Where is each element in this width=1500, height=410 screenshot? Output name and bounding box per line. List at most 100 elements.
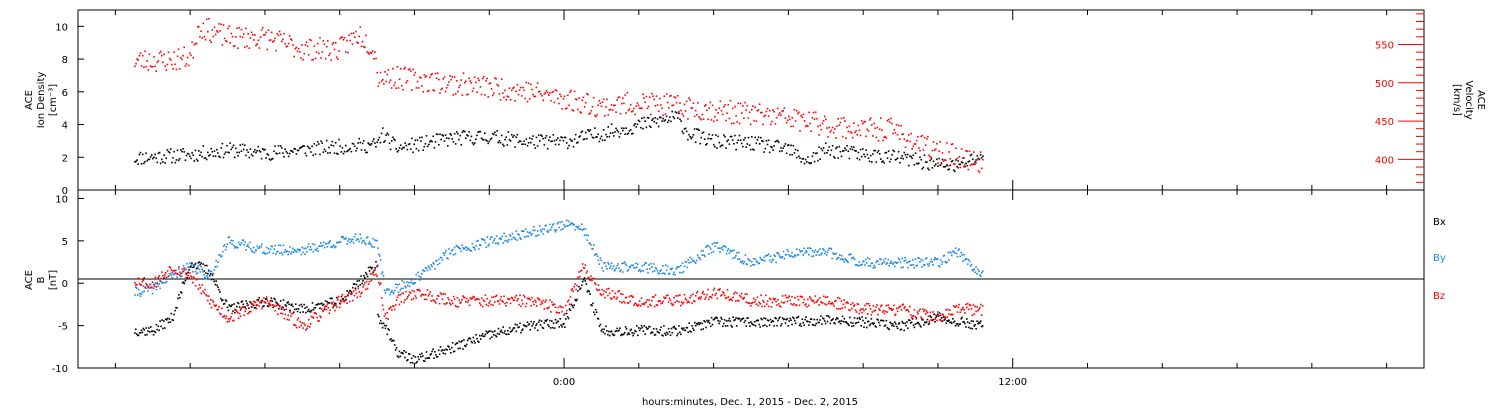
data-point	[294, 250, 297, 252]
data-point	[798, 111, 800, 114]
data-point	[342, 235, 345, 238]
data-point	[854, 322, 857, 325]
data-point	[766, 303, 768, 305]
data-point	[779, 112, 781, 114]
data-point	[173, 150, 175, 153]
data-point	[927, 135, 929, 138]
data-point	[790, 144, 792, 147]
data-point	[365, 288, 367, 291]
data-point	[169, 266, 172, 269]
data-point	[833, 322, 835, 324]
data-point	[557, 137, 559, 139]
data-point	[250, 303, 253, 305]
data-point	[664, 273, 666, 275]
data-point	[484, 94, 486, 96]
data-point	[404, 299, 406, 301]
data-point	[737, 318, 740, 320]
data-point	[708, 296, 711, 298]
data-point	[760, 136, 762, 139]
data-point	[748, 259, 750, 261]
data-point	[616, 327, 618, 330]
data-point	[228, 304, 231, 306]
data-point	[980, 303, 982, 306]
data-point	[822, 317, 824, 320]
data-point	[688, 322, 690, 324]
data-point	[921, 168, 924, 170]
data-point	[323, 308, 326, 310]
data-point	[176, 149, 179, 152]
data-point	[185, 273, 188, 276]
data-point	[825, 254, 828, 256]
data-point	[651, 92, 653, 95]
data-point	[830, 248, 833, 250]
data-point	[326, 246, 329, 248]
data-point	[646, 107, 649, 110]
data-point	[732, 296, 734, 299]
data-point	[966, 318, 968, 320]
data-point	[696, 290, 699, 293]
data-point	[680, 333, 682, 336]
data-point	[312, 251, 315, 253]
data-point	[316, 316, 318, 319]
data-point	[250, 250, 253, 252]
data-point	[776, 107, 779, 110]
data-point	[497, 141, 500, 144]
data-point	[827, 249, 830, 251]
data-point	[751, 136, 753, 138]
data-point	[952, 250, 955, 253]
data-point	[436, 263, 439, 266]
data-point	[380, 297, 383, 299]
data-point	[254, 301, 257, 304]
data-point	[940, 163, 943, 165]
data-point	[740, 261, 743, 264]
data-point	[752, 257, 755, 260]
data-point	[978, 270, 980, 273]
data-point	[915, 162, 918, 165]
data-point	[170, 312, 173, 315]
data-point	[431, 350, 433, 353]
data-point	[962, 321, 964, 323]
data-point	[626, 270, 629, 272]
data-point	[875, 161, 878, 163]
data-point	[911, 315, 914, 318]
data-point	[204, 157, 207, 159]
data-point	[174, 309, 176, 312]
data-point	[901, 257, 904, 260]
data-point	[188, 266, 190, 269]
data-point	[390, 140, 393, 142]
data-point	[275, 305, 277, 307]
data-point	[920, 258, 922, 261]
data-point	[207, 299, 209, 302]
data-point	[593, 244, 595, 246]
data-point	[316, 247, 318, 250]
data-point	[288, 152, 291, 155]
data-point	[309, 147, 311, 150]
data-point	[496, 300, 499, 303]
data-point	[955, 252, 958, 255]
data-point	[284, 313, 287, 316]
data-point	[333, 244, 335, 247]
data-point	[337, 241, 340, 244]
data-point	[356, 296, 359, 299]
data-point	[384, 71, 386, 73]
data-point	[749, 325, 751, 327]
data-point	[408, 353, 410, 355]
data-point	[294, 148, 297, 150]
data-point	[893, 304, 895, 307]
data-point	[812, 152, 815, 154]
data-point	[816, 117, 818, 120]
data-point	[837, 317, 839, 320]
data-point	[762, 140, 764, 143]
data-point	[851, 307, 853, 310]
data-point	[287, 314, 289, 317]
data-point	[845, 302, 847, 304]
data-point	[261, 307, 263, 310]
data-point	[300, 146, 302, 149]
data-point	[410, 357, 413, 360]
data-point	[179, 297, 181, 299]
data-point	[202, 22, 205, 25]
data-point	[185, 154, 188, 157]
data-point	[586, 290, 589, 293]
data-point	[319, 153, 321, 156]
data-point	[964, 163, 966, 166]
